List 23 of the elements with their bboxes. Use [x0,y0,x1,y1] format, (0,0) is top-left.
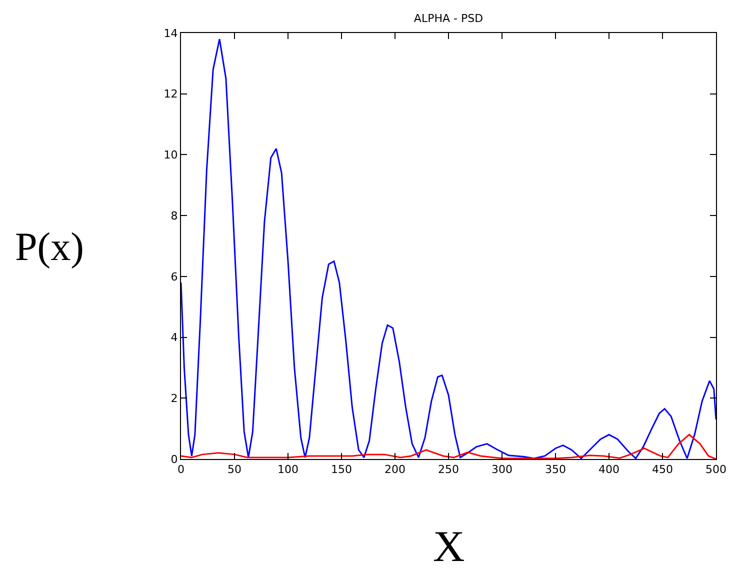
y-tick-label: 4 [170,331,178,344]
y-tick-label: 12 [164,88,178,101]
x-tick-label: 150 [331,463,352,476]
y-tick-label: 6 [170,270,178,284]
line-series [181,38,716,459]
y-axis-title: P(x) [15,224,84,269]
x-tick-label: 200 [384,463,406,476]
y-tick-label: 0 [170,452,178,466]
x-tick-label: 50 [228,463,242,476]
x-tick-label: 100 [278,463,298,476]
x-tick-label: 250 [438,463,459,476]
y-tick-label: 8 [170,209,178,222]
x-tick-label: 300 [492,463,512,476]
line-series [181,434,716,459]
y-tick-label: 2 [170,392,178,405]
x-tick-label: 350 [545,463,566,476]
y-tick-label: 14 [164,26,178,40]
x-axis-title: X [433,522,465,571]
y-tick-label: 10 [164,148,178,162]
chart-title: ALPHA - PSD [414,12,484,25]
x-tick-label: 450 [652,463,673,476]
x-tick-label: 500 [706,463,726,476]
x-tick-label: 400 [598,463,620,476]
